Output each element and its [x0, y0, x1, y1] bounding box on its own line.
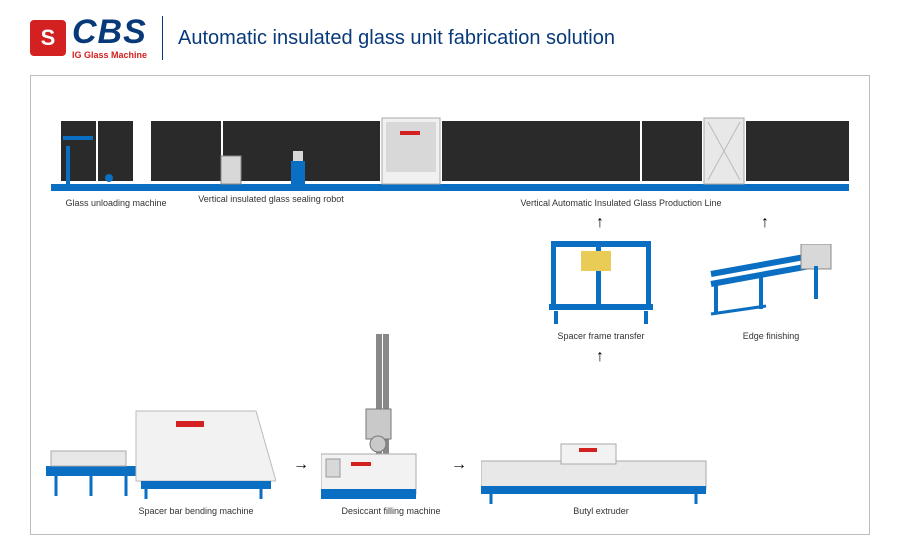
label-glass-unloading: Glass unloading machine [61, 198, 171, 208]
edge-finishing [701, 244, 841, 324]
sealing-robot [151, 106, 311, 191]
glass-unloading-machine [51, 106, 151, 191]
production-line-right [510, 106, 849, 191]
label-butyl: Butyl extruder [556, 506, 646, 516]
label-edge-finishing: Edge finishing [731, 331, 811, 341]
logo-name: CBS [72, 15, 147, 49]
logo-subtitle: IG Glass Machine [72, 51, 147, 60]
spacer-bar-bending [46, 371, 276, 501]
press-cabinet-section [310, 106, 510, 191]
header-divider [162, 16, 163, 60]
production-line-row [51, 106, 849, 191]
label-production-line: Vertical Automatic Insulated Glass Produ… [481, 198, 761, 208]
diagram-frame: Glass unloading machine Vertical insulat… [30, 75, 870, 535]
label-spacer-transfer: Spacer frame transfer [551, 331, 651, 341]
arrow-up-3: ↑ [596, 348, 604, 366]
tagline: Automatic insulated glass unit fabricati… [178, 26, 615, 50]
desiccant-filling [321, 334, 431, 504]
butyl-extruder [481, 436, 711, 506]
arrow-right-1: → [293, 456, 309, 474]
arrow-right-2: → [451, 456, 467, 474]
label-desiccant: Desiccant filling machine [331, 506, 451, 516]
label-spacer-bending: Spacer bar bending machine [121, 506, 271, 516]
spacer-frame-transfer [541, 236, 661, 326]
logo: S CBS IG Glass Machine [30, 15, 147, 60]
arrow-up-1: ↑ [596, 214, 604, 232]
arrow-up-2: ↑ [761, 214, 769, 232]
label-sealing-robot: Vertical insulated glass sealing robot [181, 194, 361, 204]
header: S CBS IG Glass Machine Automatic insulat… [0, 0, 900, 70]
logo-text: CBS IG Glass Machine [72, 15, 147, 60]
logo-icon: S [30, 20, 66, 56]
